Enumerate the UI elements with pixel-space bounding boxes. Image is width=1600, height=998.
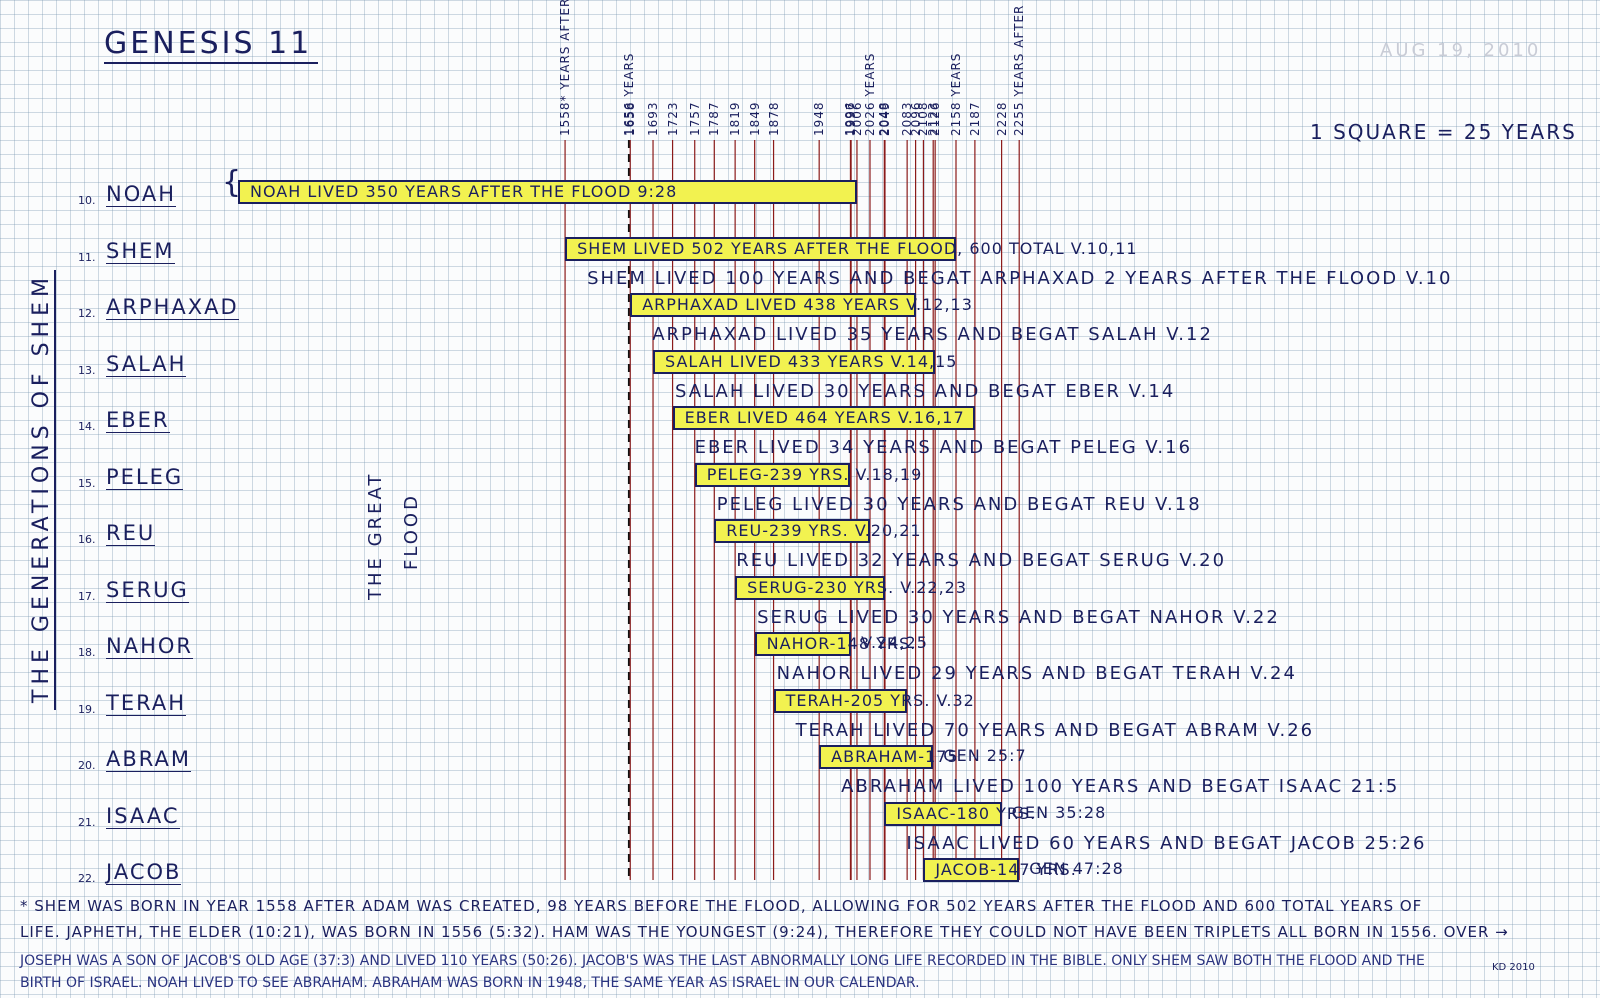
lifespan-bar-shem: SHEM LIVED 502 YEARS AFTER THE FLOOD, 60… xyxy=(565,236,1137,261)
row-number: 12. xyxy=(78,307,96,320)
patriarch-name-noah: NOAH xyxy=(106,182,177,207)
year-label-1723: 1723 xyxy=(665,101,680,136)
year-label-1558: 1558* YEARS AFTER ADAM CREATED xyxy=(558,0,573,136)
patriarch-name-salah: SALAH xyxy=(106,351,187,377)
patriarch-name-shem: SHEM xyxy=(106,238,175,264)
begat-line: SERUG LIVED 30 YEARS AND BEGAT NAHOR V.2… xyxy=(757,606,1280,628)
row-number: 19. xyxy=(78,702,96,716)
lifespan-bar-eber: EBER LIVED 464 YEARS V.16,17 xyxy=(672,406,975,430)
page-title: GENESIS 11 xyxy=(104,26,319,64)
row-number: 10. xyxy=(78,194,96,207)
faint-date: AUG 19, 2010 xyxy=(1380,40,1542,61)
row-number: 13. xyxy=(78,363,96,377)
lifespan-bar-isaac: ISAAC-180 YRS. xyxy=(884,801,1035,826)
patriarch-name-terah: TERAH xyxy=(106,690,186,716)
begat-line: SHEM LIVED 100 YEARS AND BEGAT ARPHAXAD … xyxy=(587,267,1453,289)
patriarch-name-abram: ABRAM xyxy=(106,747,191,772)
year-label-1658: 1658 xyxy=(623,101,638,136)
begat-line: TERAH LIVED 70 YEARS AND BEGAT ABRAM V.2… xyxy=(795,719,1315,741)
begat-line: ABRAHAM LIVED 100 YEARS AND BEGAT ISAAC … xyxy=(841,776,1400,797)
year-label-2026: 2026 YEARS xyxy=(862,52,877,136)
row-number: 17. xyxy=(78,589,96,603)
row-number: 20. xyxy=(78,759,96,772)
row-number: 21. xyxy=(78,815,96,829)
bar-reference: GEN 35:28 xyxy=(1011,802,1107,822)
patriarch-name-nahor: NAHOR xyxy=(106,634,193,659)
year-label-1948: 1948 xyxy=(812,101,827,136)
side-bracket xyxy=(54,270,56,710)
flood-label: THE GREAT xyxy=(365,471,386,600)
lifespan-bar-reu: REU-239 YRS. V.20,21 xyxy=(714,519,921,543)
patriarch-name-arphaxad: ARPHAXAD xyxy=(106,295,239,320)
lifespan-bar-jacob: JACOB-147 YRS. xyxy=(923,858,1076,882)
begat-line: PELEG LIVED 30 YEARS AND BEGAT REU V.18 xyxy=(716,493,1202,515)
begat-line: NAHOR LIVED 29 YEARS AND BEGAT TERAH V.2… xyxy=(776,663,1297,684)
patriarch-name-jacob: JACOB xyxy=(106,860,182,885)
patriarch-name-serug: SERUG xyxy=(106,577,189,603)
year-label-2049: 2049 xyxy=(877,101,892,136)
year-label-1819: 1819 xyxy=(728,101,743,136)
bar-reference: GEN 25:7 xyxy=(943,746,1027,765)
year-label-1757: 1757 xyxy=(687,101,702,136)
flood-label-2: FLOOD xyxy=(401,493,422,570)
lifespan-bar-salah: SALAH LIVED 433 YEARS V.14,15 xyxy=(653,349,956,374)
row-number: 16. xyxy=(78,533,96,546)
footnote-line-2: LIFE. JAPHETH, THE ELDER (10:21), WAS BO… xyxy=(20,923,1509,941)
row-number: 11. xyxy=(78,250,96,264)
footnote-line-4: BIRTH OF ISRAEL. NOAH LIVED TO SEE ABRAH… xyxy=(20,975,920,991)
begat-line: ARPHAXAD LIVED 35 YEARS AND BEGAT SALAH … xyxy=(652,324,1213,345)
lifespan-bar-noah: NOAH LIVED 350 YEARS AFTER THE FLOOD 9:2… xyxy=(238,180,857,204)
lifespan-bar-peleg: PELEG-239 YRS. V.18,19 xyxy=(694,462,921,487)
begat-line: ISAAC LIVED 60 YEARS AND BEGAT JACOB 25:… xyxy=(906,832,1427,854)
row-number: 14. xyxy=(78,420,96,433)
row-number: 22. xyxy=(78,872,96,885)
bar-reference: V.24,25 xyxy=(861,633,928,652)
year-label-1693: 1693 xyxy=(646,101,661,136)
footnote-line-3: JOSEPH WAS A SON OF JACOB'S OLD AGE (37:… xyxy=(20,953,1425,969)
footnote-line-1: * SHEM WAS BORN IN YEAR 1558 AFTER ADAM … xyxy=(20,897,1423,915)
patriarch-name-peleg: PELEG xyxy=(106,464,184,490)
year-label-2228: 2228 xyxy=(994,101,1009,136)
patriarch-name-reu: REU xyxy=(106,521,156,546)
year-label-2158: 2158 YEARS xyxy=(949,52,963,136)
year-label-1787: 1787 xyxy=(707,101,722,136)
signature: KD 2010 xyxy=(1492,962,1535,973)
bar-reference: GEN 47:28 xyxy=(1029,859,1124,878)
lifespan-bar-arphaxad: ARPHAXAD LIVED 438 YEARS V.12,13 xyxy=(630,293,972,317)
scale-note: 1 SQUARE = 25 YEARS xyxy=(1310,120,1577,144)
lifespan-bar-terah: TERAH-205 YRS. V.32 xyxy=(773,688,974,713)
row-number: 15. xyxy=(78,476,96,490)
year-label-2255: 2255 YEARS AFTER ADAM WAS CREATED xyxy=(1012,0,1026,136)
row-number: 18. xyxy=(78,646,96,659)
lifespan-bar-abram: ABRAHAM-175 xyxy=(819,745,958,769)
noah-brace: { xyxy=(222,165,242,200)
lifespan-bar-nahor: NAHOR-148 YRS. xyxy=(754,632,915,656)
patriarch-name-isaac: ISAAC xyxy=(106,803,180,829)
begat-line: REU LIVED 32 YEARS AND BEGAT SERUG V.20 xyxy=(736,550,1227,571)
begat-line: EBER LIVED 34 YEARS AND BEGAT PELEG V.16 xyxy=(694,437,1193,458)
year-label-1849: 1849 xyxy=(747,101,762,136)
begat-line: SALAH LIVED 30 YEARS AND BEGAT EBER V.14 xyxy=(675,380,1176,402)
year-label-2187: 2187 xyxy=(967,101,982,136)
patriarch-name-eber: EBER xyxy=(106,408,170,433)
year-label-2126: 2126 xyxy=(928,101,943,136)
year-label-2006: 2006 xyxy=(849,101,864,136)
year-label-1878: 1878 xyxy=(766,101,781,136)
lifespan-bar-serug: SERUG-230 YRS. V.22,23 xyxy=(735,575,966,600)
